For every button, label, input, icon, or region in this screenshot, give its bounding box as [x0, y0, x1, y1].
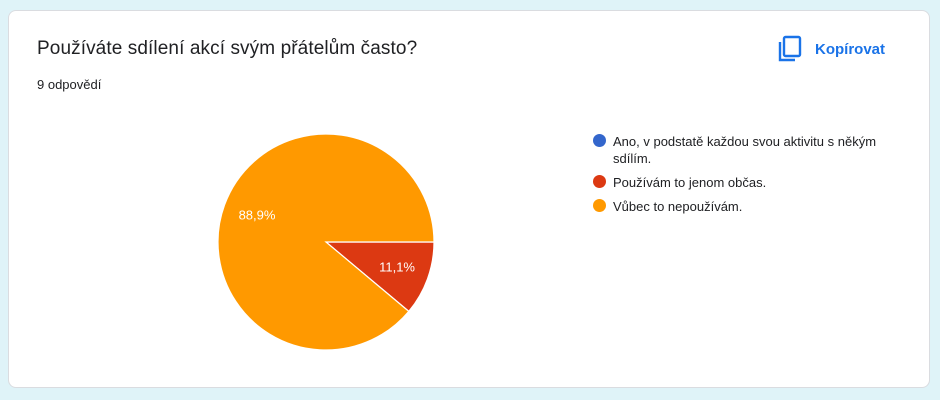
copy-button[interactable]: Kopírovat	[777, 33, 885, 65]
question-title: Používáte sdílení akcí svým přátelům čas…	[37, 38, 418, 59]
legend-label: Používám to jenom občas.	[613, 175, 767, 190]
legend-label: Vůbec to nepoužívám.	[613, 199, 743, 214]
pie-slice-2[interactable]	[217, 133, 435, 351]
legend-swatch	[593, 134, 606, 147]
legend-item[interactable]: Používám to jenom občas.	[593, 174, 893, 191]
chart-legend: Ano, v podstatě každou svou aktivitu s n…	[593, 133, 893, 222]
response-count: 9 odpovědí	[37, 77, 102, 92]
pie-slice-label-2: 88,9%	[239, 207, 276, 222]
legend-swatch	[593, 175, 606, 188]
legend-swatch	[593, 199, 606, 212]
legend-item[interactable]: Vůbec to nepoužívám.	[593, 198, 893, 215]
chart-card: Používáte sdílení akcí svým přátelům čas…	[8, 10, 930, 388]
legend-label: Ano, v podstatě každou svou aktivitu s n…	[613, 134, 877, 166]
copy-icon	[777, 35, 803, 63]
pie-slice-label-1: 11,1%	[379, 259, 415, 274]
pie-chart: 11,1% 88,9%	[217, 133, 435, 351]
legend-item[interactable]: Ano, v podstatě každou svou aktivitu s n…	[593, 133, 893, 167]
pie-slice-1[interactable]	[324, 241, 435, 313]
copy-label: Kopírovat	[815, 40, 886, 58]
